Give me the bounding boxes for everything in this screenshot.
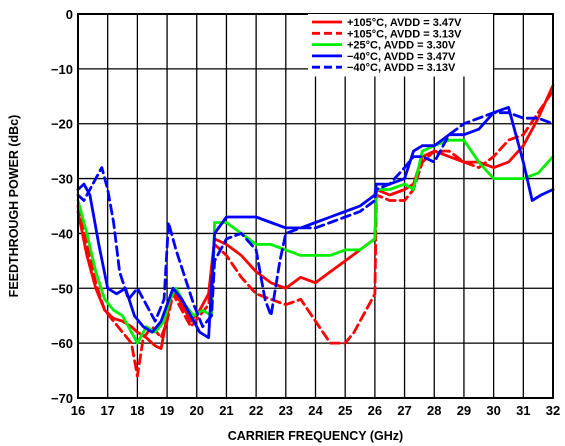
x-tick-label: 22 (249, 403, 263, 418)
y-tick-label: −50 (51, 281, 73, 296)
legend-label: −40°C, AVDD = 3.13V (347, 62, 456, 74)
x-tick-label: 18 (130, 403, 144, 418)
x-tick-label: 26 (368, 403, 382, 418)
x-tick-label: 20 (190, 403, 204, 418)
legend-label: −40°C, AVDD = 3.47V (347, 51, 456, 63)
legend-label: +25°C, AVDD = 3.30V (347, 40, 456, 52)
x-tick-label: 27 (397, 403, 411, 418)
x-tick-label: 30 (486, 403, 500, 418)
x-tick-label: 23 (279, 403, 293, 418)
series-lines (76, 83, 555, 378)
y-axis-title: FEEDTHROUGH POWER (dBc) (7, 115, 21, 298)
legend-label: +105°C, AVDD = 3.13V (347, 28, 462, 40)
series-line (76, 83, 555, 350)
y-tick-label: −40 (51, 226, 73, 241)
series-line (76, 111, 555, 329)
legend: +105°C, AVDD = 3.47V+105°C, AVDD = 3.13V… (308, 14, 493, 77)
x-tick-labels: 16 17 18 19 20 21 22 23 24 25 26 27 28 29 30 31 32 (71, 403, 560, 418)
x-tick-label: 29 (457, 403, 471, 418)
x-tick-label: 21 (219, 403, 233, 418)
x-tick-label: 28 (427, 403, 441, 418)
series-line (76, 138, 555, 345)
x-tick-label: 32 (546, 403, 560, 418)
series-line (76, 89, 555, 378)
y-tick-labels: 0 −10 −20 −30 −40 −50 −60 −70 (51, 7, 73, 406)
legend-label: +105°C, AVDD = 3.47V (347, 17, 462, 29)
x-tick-label: 19 (160, 403, 174, 418)
y-tick-label: −10 (51, 62, 73, 77)
y-tick-label: −30 (51, 172, 73, 187)
x-tick-label: 17 (100, 403, 114, 418)
series-line (76, 105, 555, 340)
x-tick-label: 16 (71, 403, 85, 418)
x-axis-title: CARRIER FREQUENCY (GHz) (228, 429, 403, 443)
x-tick-label: 25 (338, 403, 352, 418)
y-tick-label: −70 (51, 391, 73, 406)
y-tick-label: −60 (51, 336, 73, 351)
y-tick-label: −20 (51, 117, 73, 132)
x-tick-label: 24 (308, 403, 323, 418)
x-tick-label: 31 (516, 403, 530, 418)
y-tick-label: 0 (66, 7, 73, 22)
